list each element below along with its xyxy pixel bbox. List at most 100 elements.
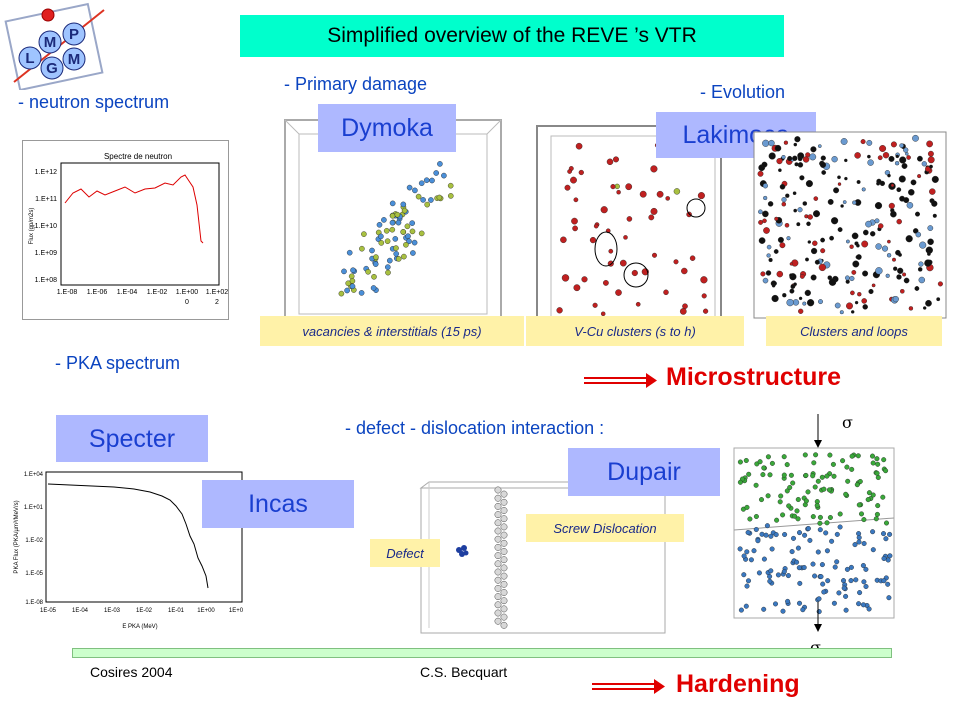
primary-damage-label: - Primary damage <box>284 74 428 94</box>
particle <box>899 195 905 202</box>
particle <box>400 201 407 208</box>
caption-vacancies: vacancies & interstitials (15 ps) <box>260 316 524 346</box>
particle <box>418 180 425 186</box>
particle <box>494 527 502 535</box>
particle <box>779 242 786 249</box>
particle <box>798 308 804 314</box>
particle <box>348 273 355 280</box>
particle <box>743 603 749 609</box>
particle <box>790 480 796 486</box>
particle <box>897 267 904 274</box>
particle <box>858 511 864 517</box>
particle <box>881 457 887 463</box>
particle <box>826 487 832 493</box>
particle <box>885 273 890 278</box>
particle <box>663 289 669 296</box>
particle <box>700 276 708 284</box>
particle <box>895 249 901 256</box>
particle <box>875 474 881 480</box>
particle <box>371 273 377 280</box>
particle <box>846 302 853 310</box>
particle <box>861 540 867 546</box>
particle <box>816 596 822 602</box>
particle <box>747 516 753 522</box>
particle <box>346 249 353 256</box>
svg-text:0: 0 <box>185 299 189 306</box>
particle <box>631 269 638 277</box>
particle <box>781 454 787 460</box>
particle <box>861 298 867 304</box>
particle <box>805 152 811 158</box>
particle <box>856 243 860 248</box>
particle <box>805 489 811 495</box>
particle <box>787 484 793 490</box>
particle <box>906 155 911 160</box>
particle <box>900 289 905 294</box>
particle <box>778 168 782 173</box>
particle <box>773 249 779 254</box>
particle <box>875 461 881 467</box>
particle <box>373 254 379 260</box>
particle <box>762 139 770 147</box>
particle <box>856 601 862 607</box>
particle <box>782 293 787 298</box>
particle <box>875 503 881 509</box>
particle <box>500 523 508 531</box>
particle <box>771 283 776 288</box>
particle <box>892 296 899 303</box>
particle <box>912 228 919 234</box>
particle <box>855 453 861 459</box>
particle <box>929 164 933 169</box>
svg-text:1.E-04: 1.E-04 <box>117 289 138 296</box>
particle <box>420 197 426 203</box>
particle <box>917 155 923 162</box>
particle <box>372 261 379 267</box>
particle <box>810 247 818 255</box>
particle <box>840 204 844 208</box>
particle <box>818 263 827 272</box>
particle <box>877 155 883 161</box>
particle <box>910 179 917 186</box>
particle <box>861 517 867 523</box>
particle <box>761 465 767 471</box>
particle <box>768 152 776 160</box>
particle <box>401 253 407 260</box>
pka-spectrum-label: - PKA spectrum <box>55 353 181 373</box>
particle <box>896 187 902 193</box>
particle <box>774 144 782 152</box>
dymoka-code: Dymoka <box>318 104 456 152</box>
particle <box>844 275 850 281</box>
particle <box>831 217 839 225</box>
particle <box>589 236 597 244</box>
particle <box>815 549 821 555</box>
footer-author: C.S. Becquart <box>420 664 508 680</box>
particle <box>834 302 841 309</box>
neutron-spectrum-chart: Spectre de neutron 1.E+12 1.E+11 1.E+10 … <box>22 140 229 320</box>
particle <box>908 306 914 311</box>
particle <box>876 178 882 184</box>
particle <box>882 152 890 159</box>
particle <box>854 300 859 305</box>
particle <box>494 593 502 601</box>
particle <box>792 155 798 161</box>
particle <box>854 152 861 159</box>
particle <box>781 472 787 478</box>
particle <box>796 600 802 606</box>
svg-text:PKA Flux (PKA/µm³/MeV/s): PKA Flux (PKA/µm³/MeV/s) <box>14 500 20 573</box>
particle <box>763 532 769 538</box>
particle <box>578 169 584 176</box>
particle <box>919 241 927 249</box>
particle <box>741 572 747 578</box>
particle <box>500 539 508 547</box>
particle <box>418 230 425 237</box>
particle <box>796 565 802 571</box>
particle <box>500 564 508 572</box>
particle <box>837 227 843 233</box>
particle <box>901 163 908 169</box>
particle <box>802 201 808 206</box>
particle <box>378 240 385 246</box>
particle <box>794 508 800 514</box>
particle <box>852 200 857 205</box>
vcu-clusters-simulation <box>536 125 722 321</box>
particle <box>821 486 827 492</box>
